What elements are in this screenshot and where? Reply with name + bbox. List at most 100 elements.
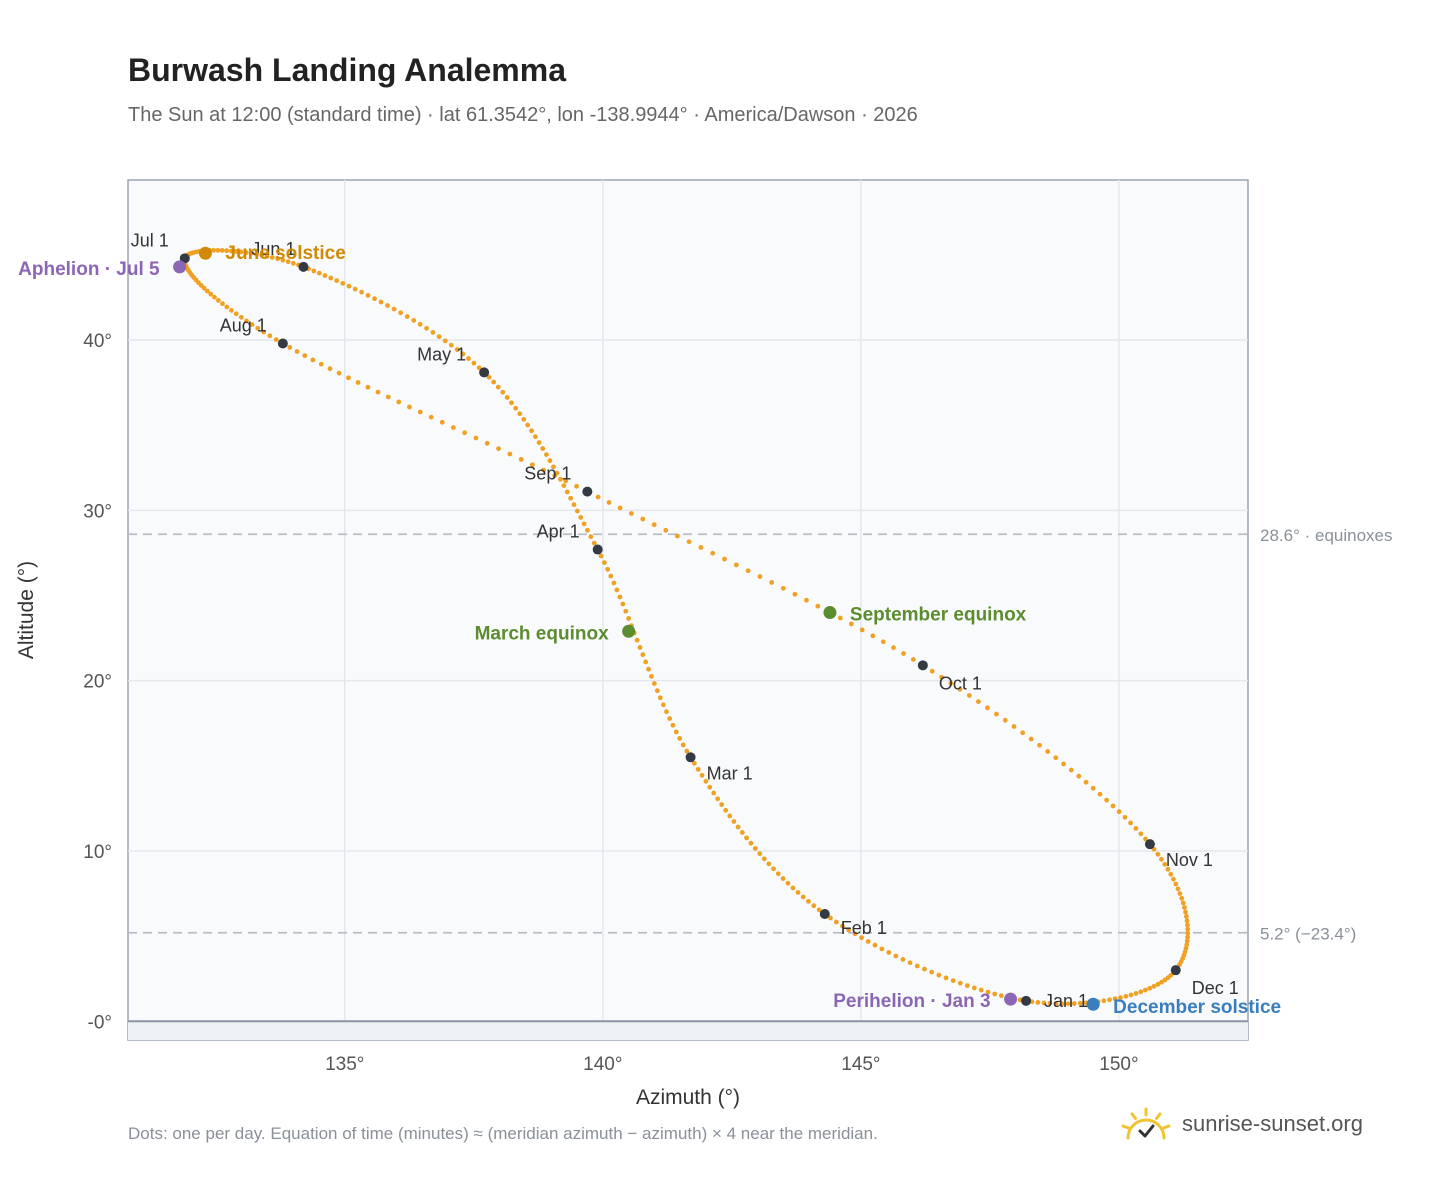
daily-sun-dot (1123, 993, 1129, 999)
daily-sun-dot (547, 458, 553, 464)
daily-sun-dot (654, 688, 660, 694)
daily-sun-dot (715, 796, 721, 802)
daily-sun-dot (840, 923, 845, 929)
daily-sun-dot (985, 705, 990, 711)
daily-sun-dot (748, 840, 754, 846)
daily-sun-dot (806, 898, 811, 904)
daily-sun-dot (723, 807, 729, 813)
daily-sun-dot (495, 384, 501, 390)
daily-sun-dot (1184, 942, 1190, 948)
daily-sun-dot (224, 248, 230, 254)
daily-sun-dot (929, 969, 935, 975)
daily-sun-dot (518, 456, 524, 462)
daily-sun-dot (529, 428, 534, 434)
daily-sun-dot (1101, 998, 1107, 1004)
daily-sun-dot (398, 310, 404, 316)
daily-sun-dot (929, 668, 935, 674)
reference-line-label: 5.2° (−23.4°) (1260, 925, 1356, 944)
below-horizon-area (128, 1021, 1248, 1040)
daily-sun-dot (238, 314, 244, 320)
event-marker-label: Perihelion · Jan 3 (833, 991, 990, 1012)
daily-sun-dot (1077, 1000, 1083, 1006)
daily-sun-dot (233, 311, 239, 317)
daily-sun-dot (328, 275, 334, 281)
daily-sun-dot (211, 247, 217, 253)
daily-sun-dot (355, 380, 361, 385)
daily-sun-dot (1112, 996, 1118, 1002)
daily-sun-dot (578, 515, 584, 520)
daily-sun-dot (606, 500, 612, 505)
daily-sun-dot (233, 249, 239, 254)
brand-logo[interactable]: sunrise-sunset.org (1120, 1102, 1363, 1146)
daily-sun-dot (1133, 825, 1139, 831)
daily-sun-dot (698, 545, 704, 550)
daily-sun-dot (1184, 938, 1190, 944)
y-tick-label: 40° (83, 331, 112, 352)
event-marker-dot (823, 606, 837, 620)
daily-sun-dot (673, 729, 679, 735)
daily-sun-dot (273, 337, 279, 343)
tick-labels: 135° 140° 145° 150° -0° 10° 20° 30° 40° (83, 331, 1138, 1075)
month-marker-dot (179, 253, 190, 264)
daily-sun-dot (248, 250, 254, 256)
daily-sun-dot (407, 404, 412, 410)
daily-sun-dot (404, 314, 410, 319)
month-marker-label: Jun 1 (251, 239, 295, 259)
daily-sun-dot (757, 851, 763, 857)
daily-sun-dot (611, 580, 617, 586)
daily-sun-dot (302, 353, 308, 359)
daily-sun-dot (417, 321, 423, 327)
daily-sun-dot (976, 699, 981, 705)
daily-sun-dot (880, 639, 886, 645)
footnote: Dots: one per day. Equation of time (min… (128, 1124, 878, 1143)
daily-sun-dot (1155, 851, 1161, 857)
daily-sun-dot (327, 366, 333, 372)
daily-sun-dot (1168, 871, 1174, 877)
daily-sun-dot (1059, 1001, 1065, 1007)
daily-sun-dot (215, 247, 221, 253)
daily-sun-dot (1183, 909, 1188, 915)
daily-sun-dot (551, 464, 556, 470)
daily-sun-dot (657, 695, 663, 701)
daily-sun-dot (430, 330, 436, 335)
daily-sun-dot (208, 291, 214, 297)
daily-sun-dot (212, 294, 217, 300)
daily-sun-dot (261, 329, 267, 335)
month-marker-dot (479, 367, 490, 378)
month-marker-label: Jul 1 (131, 230, 169, 250)
daily-sun-dot (1076, 773, 1082, 779)
month-marker-dot (277, 338, 288, 349)
x-tick-label: 150° (1099, 1054, 1138, 1075)
month-marker-label: Aug 1 (220, 315, 267, 335)
daily-sun-dot (719, 802, 725, 807)
daily-sun-dot (846, 927, 852, 933)
daily-sun-dot (1175, 886, 1181, 892)
x-axis-label: Azimuth (°) (636, 1086, 740, 1109)
daily-sun-dot (664, 709, 669, 715)
daily-sun-dot (859, 627, 865, 633)
daily-sun-dot (1107, 997, 1112, 1003)
daily-sun-dot (585, 527, 590, 533)
daily-sun-dot (1122, 814, 1128, 820)
month-marker-label: Mar 1 (707, 763, 753, 783)
daily-sun-dot (775, 871, 781, 877)
brand-name[interactable]: sunrise-sunset.org (1182, 1111, 1363, 1136)
daily-sun-dot (536, 440, 542, 445)
daily-sun-dot (1065, 1001, 1071, 1007)
month-marker-label: Nov 1 (1166, 850, 1213, 870)
month-marker-label: Oct 1 (939, 673, 982, 693)
daily-sun-dot (646, 666, 651, 672)
daily-sun-dot (346, 283, 352, 289)
daily-sun-dot (608, 573, 614, 579)
daily-sun-dot (442, 338, 448, 344)
daily-sun-dot (691, 760, 697, 766)
daily-sun-dot (473, 435, 479, 441)
daily-sun-dot (943, 975, 949, 981)
daily-sun-dot (391, 306, 397, 312)
daily-sun-dot (1041, 1000, 1047, 1006)
daily-sun-dot (1184, 918, 1190, 924)
daily-sun-dot (1053, 755, 1059, 761)
month-marker-dot (1021, 995, 1032, 1006)
daily-sun-dot (466, 356, 471, 361)
daily-sun-dot (375, 389, 381, 395)
